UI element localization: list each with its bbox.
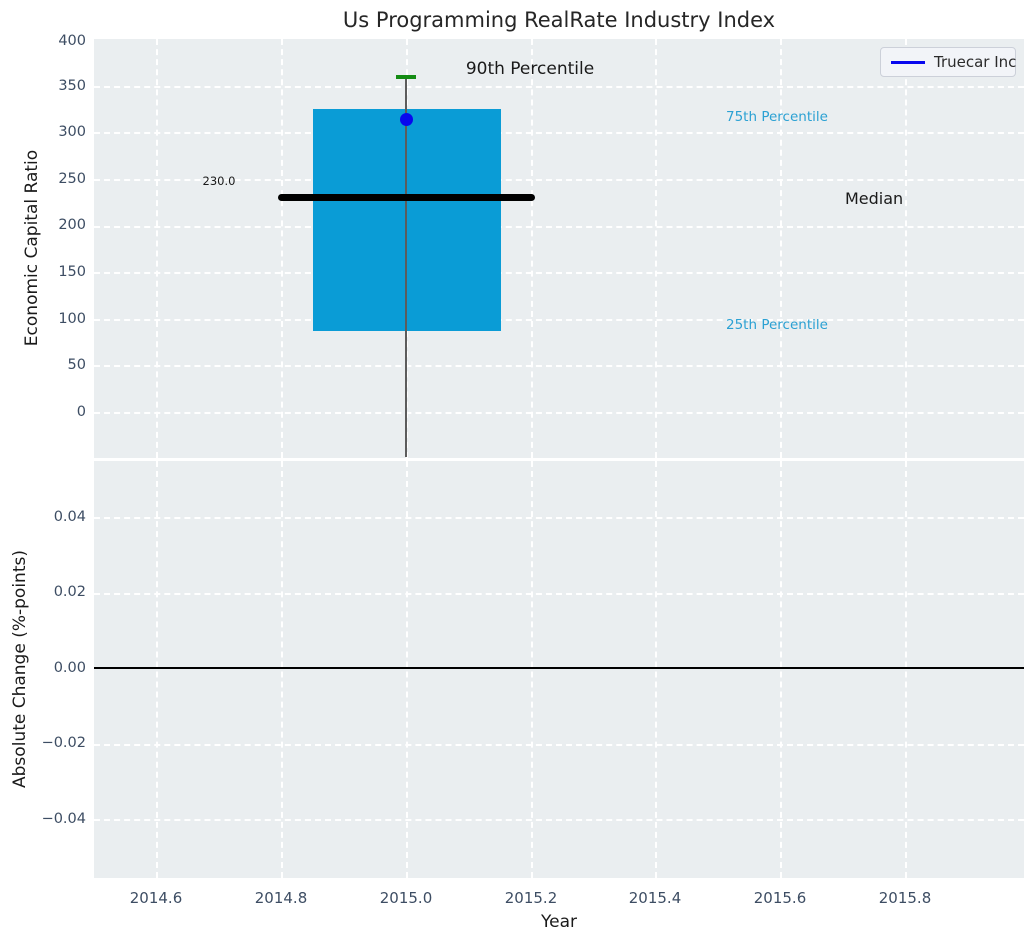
gridline-vertical xyxy=(905,461,907,878)
annotation-median: Median xyxy=(845,189,904,208)
truecar-marker xyxy=(399,112,413,126)
p90-cap xyxy=(396,75,416,79)
gridline-horizontal xyxy=(94,517,1024,519)
annotation-25th-percentile: 25th Percentile xyxy=(726,317,828,333)
ytick-label: −0.02 xyxy=(41,735,86,751)
gridline-vertical xyxy=(780,39,782,458)
gridline-vertical xyxy=(655,39,657,458)
whisker-line xyxy=(405,77,407,457)
gridline-horizontal xyxy=(94,743,1024,746)
ytick-label: 0.00 xyxy=(53,660,86,676)
ytick-label: −0.04 xyxy=(41,811,86,827)
y-axis-label-top: Economic Capital Ratio xyxy=(22,149,42,347)
gridline-horizontal xyxy=(94,272,1024,275)
iqr-box xyxy=(313,109,501,331)
ytick-label: 300 xyxy=(58,124,86,140)
xtick-label: 2014.8 xyxy=(254,889,308,907)
gridline-horizontal xyxy=(94,365,1024,368)
gridline-horizontal xyxy=(94,819,1024,821)
median-line xyxy=(278,194,535,201)
xtick-label: 2015.8 xyxy=(878,889,932,907)
median-value-label: 230.0 xyxy=(202,174,236,188)
legend-label: Truecar Inc xyxy=(934,53,1017,71)
gridline-horizontal xyxy=(94,178,1024,181)
ytick-label: 350 xyxy=(58,78,86,94)
gridline-horizontal xyxy=(94,412,1024,414)
ytick-label: 0 xyxy=(76,404,86,420)
x-axis-label: Year xyxy=(541,912,577,932)
xtick-label: 2014.6 xyxy=(129,889,183,907)
annotation-90th-percentile: 90th Percentile xyxy=(465,59,595,79)
ytick-label: 50 xyxy=(67,357,86,373)
gridline-horizontal xyxy=(94,132,1024,135)
change-axes xyxy=(94,461,1024,878)
xtick-label: 2015.2 xyxy=(504,889,558,907)
gridline-vertical xyxy=(281,39,283,458)
gridline-vertical xyxy=(156,461,158,878)
gridline-horizontal xyxy=(94,592,1024,595)
y-axis-label-bottom: Absolute Change (%-points) xyxy=(10,550,30,788)
xtick-label: 2015.6 xyxy=(753,889,807,907)
ytick-label: 200 xyxy=(58,217,86,233)
ytick-label: 150 xyxy=(58,264,86,280)
gridline-vertical xyxy=(406,461,408,878)
annotation-75th-percentile: 75th Percentile xyxy=(726,109,828,125)
xtick-label: 2015.4 xyxy=(628,889,682,907)
legend: Truecar Inc xyxy=(880,47,1016,77)
gridline-horizontal xyxy=(94,85,1024,88)
gridline-vertical xyxy=(281,461,283,878)
zero-line xyxy=(94,667,1024,669)
ytick-label: 400 xyxy=(58,33,86,49)
gridline-vertical xyxy=(531,39,533,458)
gridline-vertical xyxy=(531,461,533,878)
ytick-label: 100 xyxy=(58,311,86,327)
ytick-label: 0.04 xyxy=(53,509,86,525)
legend-line-sample xyxy=(891,60,925,64)
gridline-horizontal xyxy=(94,225,1024,228)
gridline-vertical xyxy=(905,39,907,458)
ytick-label: 0.02 xyxy=(53,584,86,600)
gridline-vertical xyxy=(780,461,782,878)
gridline-vertical xyxy=(156,39,158,458)
gridline-vertical xyxy=(655,461,657,878)
main-axes: 90th Percentile 75th Percentile Median 2… xyxy=(94,39,1024,458)
gridline-horizontal xyxy=(94,318,1024,321)
chart-title: Us Programming RealRate Industry Index xyxy=(342,8,776,32)
xtick-label: 2015.0 xyxy=(379,889,433,907)
ytick-label: 250 xyxy=(58,171,86,187)
